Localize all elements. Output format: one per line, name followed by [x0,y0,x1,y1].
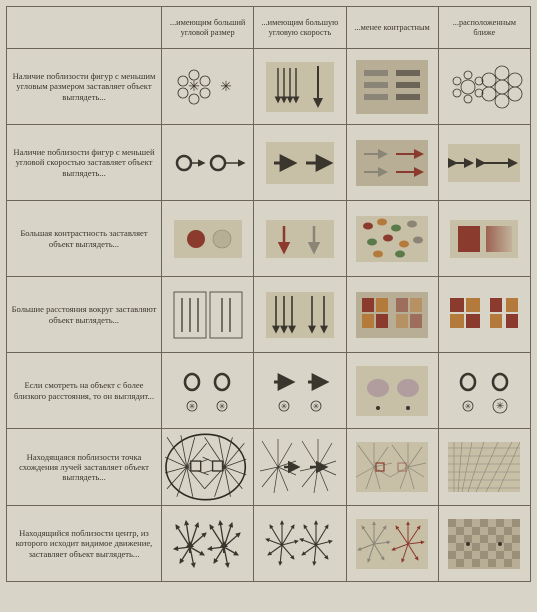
table-row: Находящийся поблизости центр, из которог… [7,506,531,582]
cell-r1c3 [346,49,438,125]
cell-r6c1 [162,429,254,506]
table-row: Если смотреть на объект с более близкого… [7,353,531,429]
comparison-table: ...имеющим больший угловой размер ...име… [6,6,531,582]
cell-r6c2 [254,429,346,506]
diagram-icon [444,513,524,575]
cell-r4c3 [346,277,438,353]
diagram-icon [260,284,340,346]
cell-r7c3 [346,506,438,582]
cell-r3c2 [254,201,346,277]
diagram-icon [444,132,524,194]
table-row: Большие расстояния вокруг заставляют объ… [7,277,531,353]
cell-r1c2 [254,49,346,125]
cell-r5c3 [346,353,438,429]
cell-r5c2: ✳ ✳ [254,353,346,429]
diagram-icon [260,513,340,575]
cell-r6c3 [346,429,438,506]
svg-text:✳: ✳ [218,402,225,411]
table-row: Наличие поблизости фигур с меньшим углов… [7,49,531,125]
table-row: Большая контрастность заставляет объект … [7,201,531,277]
diagram-icon [352,360,432,422]
svg-text:✳: ✳ [313,402,320,411]
cell-r7c2 [254,506,346,582]
row-header-4: Большие расстояния вокруг заставляют объ… [7,277,162,353]
svg-text:✳: ✳ [188,402,195,411]
cell-r3c4 [438,201,530,277]
diagram-icon [168,132,248,194]
cell-r2c4 [438,125,530,201]
svg-text:✳: ✳ [220,80,232,95]
cell-r4c2 [254,277,346,353]
diagram-icon [168,208,248,270]
row-header-6: Находящаяся поблизости точка схождения л… [7,429,162,506]
cell-r7c4 [438,506,530,582]
diagram-icon: ✳ ✳ [260,360,340,422]
diagram-icon [352,513,432,575]
cell-r2c1 [162,125,254,201]
diagram-icon [260,436,340,498]
row-header-1: Наличие поблизости фигур с меньшим углов… [7,49,162,125]
cell-r2c2 [254,125,346,201]
svg-text:✳: ✳ [188,80,200,95]
cell-r6c4 [438,429,530,506]
table-row: Наличие поблизости фигур с меньшей углов… [7,125,531,201]
svg-text:✳: ✳ [281,402,288,411]
cell-r3c3 [346,201,438,277]
diagram-icon [352,132,432,194]
cell-r4c1 [162,277,254,353]
cell-r3c1 [162,201,254,277]
page: ...имеющим больший угловой размер ...име… [0,0,537,612]
cell-r2c3 [346,125,438,201]
diagram-icon [168,513,248,575]
svg-text:✳: ✳ [465,402,472,411]
svg-text:✳: ✳ [496,401,504,412]
diagram-icon [352,56,432,118]
row-header-3: Большая контрастность заставляет объект … [7,201,162,277]
cell-r4c4 [438,277,530,353]
diagram-icon: ✳ ✳ [444,360,524,422]
diagram-icon [444,436,524,498]
diagram-icon [260,132,340,194]
cell-r5c4: ✳ ✳ [438,353,530,429]
cell-r7c1 [162,506,254,582]
diagram-icon [260,56,340,118]
diagram-icon [444,284,524,346]
diagram-icon [352,208,432,270]
diagram-icon [444,56,524,118]
col-header-1: ...имеющим больший угловой размер [162,7,254,49]
cell-r1c1: ✳ ✳ [162,49,254,125]
col-header-4: ...расположенным ближе [438,7,530,49]
diagram-icon [168,284,248,346]
row-header-5: Если смотреть на объект с более близкого… [7,353,162,429]
diagram-icon [444,208,524,270]
header-row: ...имеющим больший угловой размер ...име… [7,7,531,49]
diagram-icon: ✳ ✳ [168,360,248,422]
diagram-icon [260,208,340,270]
cell-r1c4 [438,49,530,125]
table-row: Находящаяся поблизости точка схождения л… [7,429,531,506]
diagram-icon [165,431,250,503]
cell-r5c1: ✳ ✳ [162,353,254,429]
row-header-2: Наличие поблизости фигур с меньшей углов… [7,125,162,201]
diagram-icon [352,284,432,346]
corner-blank [7,7,162,49]
col-header-2: ...имеющим большую угловую скорость [254,7,346,49]
row-header-7: Находящийся поблизости центр, из которог… [7,506,162,582]
diagram-icon: ✳ ✳ [168,56,248,118]
col-header-3: ...менее контрастным [346,7,438,49]
diagram-icon [352,436,432,498]
